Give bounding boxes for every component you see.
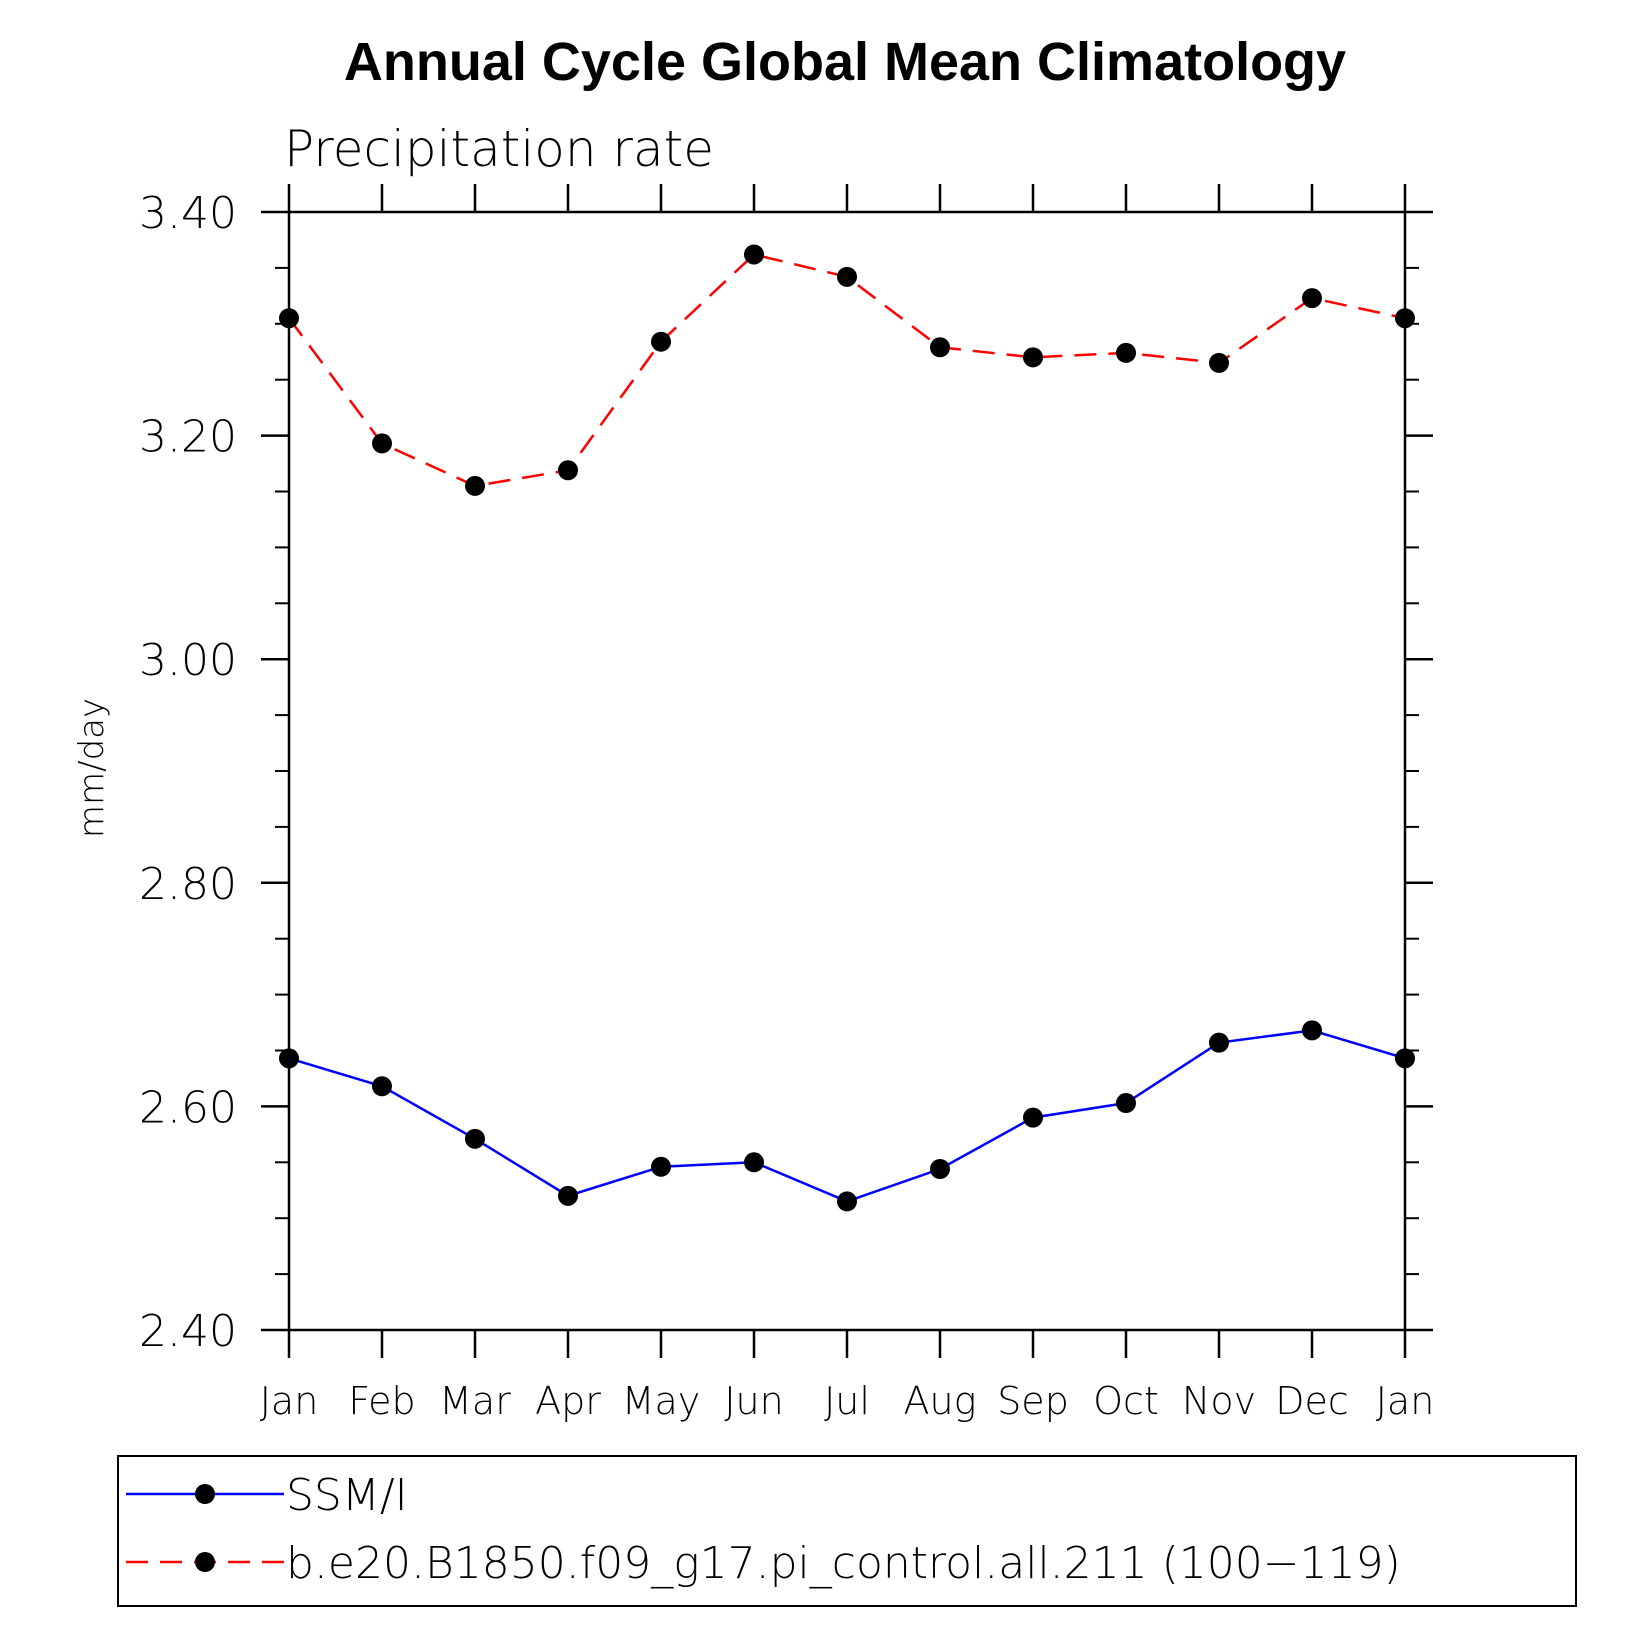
legend: SSM/I b.e20.B1850.f09_g17.pi_control.all.… [117,1455,1577,1607]
data-point [744,1152,764,1173]
x-tick-label: Jan [260,1379,319,1423]
y-tick-label: 3.00 [139,635,237,686]
x-tick-label: Sep [997,1379,1069,1423]
x-tick-label: Dec [1275,1379,1349,1423]
plot-frame [287,210,1407,1332]
axis-ticks [261,184,1433,1358]
data-point [651,1156,671,1177]
x-tick-label: Apr [535,1379,601,1423]
x-tick-label: Oct [1093,1379,1159,1423]
x-tick-label: Jun [724,1379,783,1423]
data-point [651,331,671,352]
legend-marker [195,1552,215,1572]
data-point [1023,1107,1043,1128]
series-markers [279,244,1415,1212]
y-tick-label: 3.40 [139,188,237,239]
y-tick-label: 2.80 [139,859,237,910]
data-point [1116,342,1136,363]
data-point [372,433,392,454]
legend-marker [195,1484,215,1504]
series-lines [287,253,1406,1203]
x-tick-label: Aug [904,1379,977,1423]
data-point [1209,352,1229,373]
data-point [837,1191,857,1212]
x-tick-label: Jul [824,1379,870,1423]
data-point [1116,1093,1136,1114]
data-point [1302,1020,1322,1041]
data-point [930,1159,950,1180]
data-point [372,1076,392,1097]
data-point [1023,347,1043,368]
chart-subtitle: Precipitation rate [284,120,714,178]
y-tick-label: 2.60 [139,1082,237,1133]
series-line [287,253,1406,488]
data-point [558,1185,578,1206]
data-point [1302,288,1322,309]
legend-box [117,1455,1577,1607]
data-point [465,1128,485,1149]
x-tick-label: Feb [348,1379,415,1423]
series-line [288,1029,1406,1203]
tick-labels: Jan Feb Mar Apr May Jun Jul Aug Sep Oct Nov Dec Jan 2… [139,188,1434,1423]
data-point [930,337,950,358]
legend-label: b.e20.B1850.f09_g17.pi_control.all.211 (… [286,1538,1401,1589]
chart-title: Annual Cycle Global Mean Climatology [344,32,1346,92]
data-point [465,475,485,496]
data-point [1209,1032,1229,1053]
y-axis-label: mm/day [72,698,112,838]
legend-label: SSM/I [286,1470,408,1521]
y-tick-label: 3.20 [139,412,237,463]
x-tick-label: Mar [439,1379,511,1423]
x-tick-label: May [622,1379,701,1423]
data-point [558,460,578,481]
x-tick-label: Nov [1182,1379,1256,1423]
data-point [837,266,857,287]
x-tick-label: Jan [1376,1379,1435,1423]
data-point [744,244,764,265]
y-tick-label: 2.40 [139,1306,237,1357]
